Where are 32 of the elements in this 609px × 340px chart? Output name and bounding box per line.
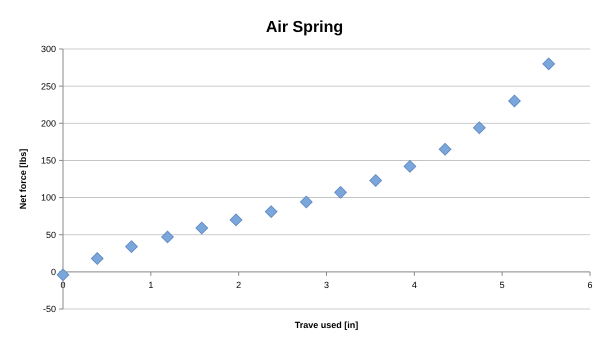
y-tick-label: 50 [46,230,56,240]
point [334,186,347,199]
x-tick-label: 6 [587,280,593,290]
point [369,174,382,187]
point [125,240,138,253]
point [300,196,313,208]
x-tick-label: 3 [324,280,330,290]
point [90,252,104,265]
point [230,214,242,226]
point [161,230,174,244]
point [438,142,452,156]
chart-title: Air Spring [266,19,344,36]
y-tick-label: 100 [40,192,56,203]
y-tick-label: 300 [40,44,56,54]
y-tick-label: -50 [42,304,56,314]
point [542,58,556,70]
y-axis-title: Net force [lbs] [18,148,28,210]
y-tick-label: 150 [40,156,56,166]
point [508,94,521,108]
x-tick-label: 1 [148,280,154,290]
point [56,268,70,282]
point [404,160,416,173]
x-axis-title: Trave used [in] [294,320,358,330]
y-tick-label: 250 [40,81,56,92]
x-tick-label: 4 [412,280,417,290]
x-tick-label: 2 [236,280,242,290]
point [264,205,278,218]
y-tick-label: 200 [40,118,56,128]
point [473,121,486,134]
y-tick-label: 0 [50,267,56,278]
point [195,222,208,234]
x-tick-label: 5 [500,280,505,290]
